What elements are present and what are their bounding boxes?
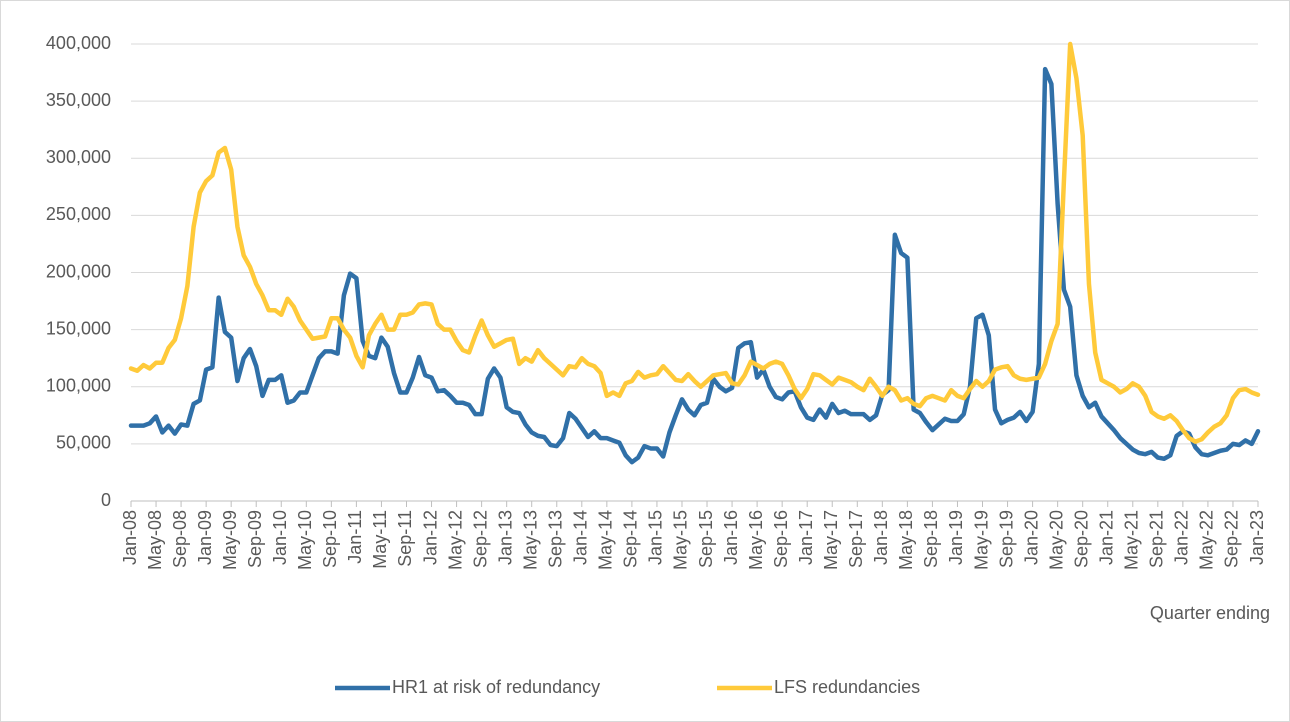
legend-label: LFS redundancies	[774, 677, 920, 697]
x-tick-label: May-15	[671, 510, 691, 570]
x-tick-label: Jan-20	[1021, 510, 1041, 565]
x-tick-label: Sep-08	[170, 510, 190, 568]
x-tick-label: Sep-14	[621, 510, 641, 568]
x-tick-label: May-20	[1046, 510, 1066, 570]
x-tick-label: Jan-13	[495, 510, 515, 565]
x-tick-label: Sep-17	[846, 510, 866, 568]
x-tick-label: May-12	[445, 510, 465, 570]
x-tick-label: Sep-15	[696, 510, 716, 568]
x-tick-label: Sep-21	[1147, 510, 1167, 568]
x-tick-label: Sep-09	[245, 510, 265, 568]
x-tick-label: May-22	[1197, 510, 1217, 570]
x-tick-label: May-09	[220, 510, 240, 570]
x-tick-label: Sep-12	[470, 510, 490, 568]
legend-label: HR1 at risk of redundancy	[392, 677, 600, 697]
x-tick-label: Sep-10	[320, 510, 340, 568]
x-tick-label: May-19	[971, 510, 991, 570]
x-tick-label: May-18	[896, 510, 916, 570]
x-tick-label: May-11	[370, 510, 390, 569]
x-tick-label: Sep-16	[771, 510, 791, 568]
y-tick-label: 50,000	[56, 433, 111, 453]
x-tick-label: Jan-17	[796, 510, 816, 565]
x-tick-label: May-21	[1122, 510, 1142, 570]
x-tick-label: Jan-21	[1096, 510, 1116, 565]
x-tick-label: May-08	[145, 510, 165, 570]
x-tick-label: Jan-10	[270, 510, 290, 565]
y-tick-label: 0	[101, 490, 111, 510]
x-tick-label: Jan-23	[1247, 510, 1267, 565]
x-tick-label: Jan-18	[871, 510, 891, 565]
series-line	[128, 41, 1261, 444]
x-tick-label: Sep-20	[1071, 510, 1091, 568]
x-tick-label: Jan-16	[721, 510, 741, 565]
x-axis-title: Quarter ending	[1150, 603, 1270, 623]
series-line	[128, 66, 1261, 465]
x-tick-label: May-13	[520, 510, 540, 570]
x-tick-label: Jan-09	[195, 510, 215, 565]
x-tick-label: Jan-08	[120, 510, 140, 565]
x-tick-label: Jan-22	[1172, 510, 1192, 565]
y-tick-label: 100,000	[46, 376, 111, 396]
x-tick-label: Jan-15	[646, 510, 666, 565]
y-tick-label: 200,000	[46, 261, 111, 281]
x-tick-label: May-14	[596, 510, 616, 570]
x-tick-label: Sep-13	[546, 510, 566, 568]
x-tick-label: May-17	[821, 510, 841, 570]
y-tick-label: 400,000	[46, 33, 111, 53]
x-tick-label: Jan-11	[345, 510, 365, 564]
x-tick-label: Sep-11	[395, 510, 415, 567]
x-tick-label: Jan-19	[946, 510, 966, 565]
y-tick-label: 150,000	[46, 318, 111, 338]
x-tick-label: Sep-18	[921, 510, 941, 568]
y-tick-label: 350,000	[46, 90, 111, 110]
y-tick-label: 300,000	[46, 147, 111, 167]
x-tick-label: Sep-19	[996, 510, 1016, 568]
y-tick-label: 250,000	[46, 204, 111, 224]
x-tick-label: Jan-14	[571, 510, 591, 565]
x-tick-label: May-10	[295, 510, 315, 570]
x-tick-label: Sep-22	[1222, 510, 1242, 568]
x-tick-label: Jan-12	[420, 510, 440, 565]
x-tick-label: May-16	[746, 510, 766, 570]
